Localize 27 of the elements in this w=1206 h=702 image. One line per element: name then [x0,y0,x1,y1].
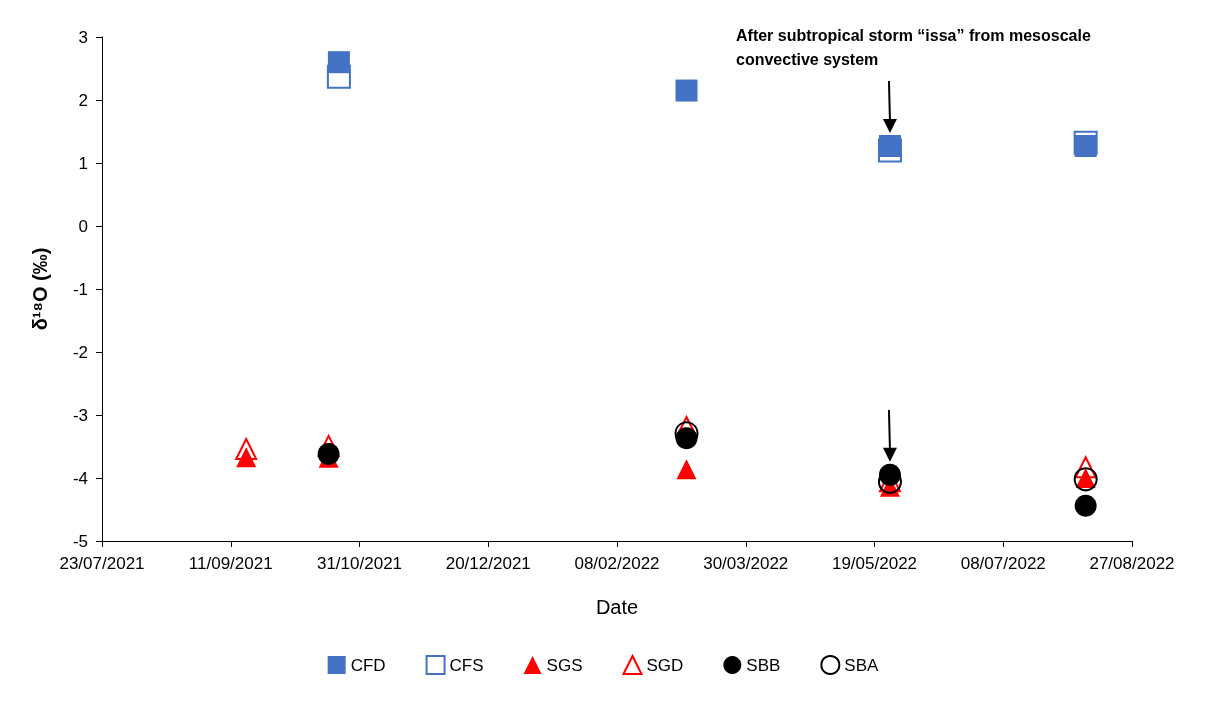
legend-label: SBA [844,655,880,675]
y-axis-title: δ¹⁸O (‰) [29,247,51,331]
x-tick-label: 08/02/2022 [574,554,660,573]
legend-label: SGD [646,655,684,675]
x-tick-label: 11/09/2021 [188,554,273,573]
legend-label: SBB [746,655,781,675]
legend-label: CFD [350,655,386,675]
y-tick-label: 1 [78,153,88,173]
annotation: After subtropical storm “issa” from mesoscale convective system [736,26,1092,70]
legend-label: CFS [449,655,484,675]
y-tick-label: -5 [72,531,88,551]
x-tick-label: 23/07/2021 [59,554,145,573]
y-tick-label: -1 [72,279,88,299]
y-tick-label: 2 [78,90,88,110]
x-tick-label: 27/08/2022 [1089,554,1175,573]
y-tick-label: -3 [72,405,88,425]
y-tick-label: -2 [72,342,88,362]
x-tick-label: 30/03/2022 [703,554,789,573]
y-tick-label: -4 [72,468,88,488]
x-axis-title: Date [595,596,639,618]
x-tick-label: 31/10/2021 [316,554,403,573]
y-tick-label: 3 [78,27,88,47]
x-tick-label: 08/07/2022 [960,554,1046,573]
x-tick-label: 19/05/2022 [831,554,918,573]
legend-label: SGS [546,655,583,675]
y-tick-label: 0 [78,216,88,236]
x-tick-label: 20/12/2021 [445,554,531,573]
